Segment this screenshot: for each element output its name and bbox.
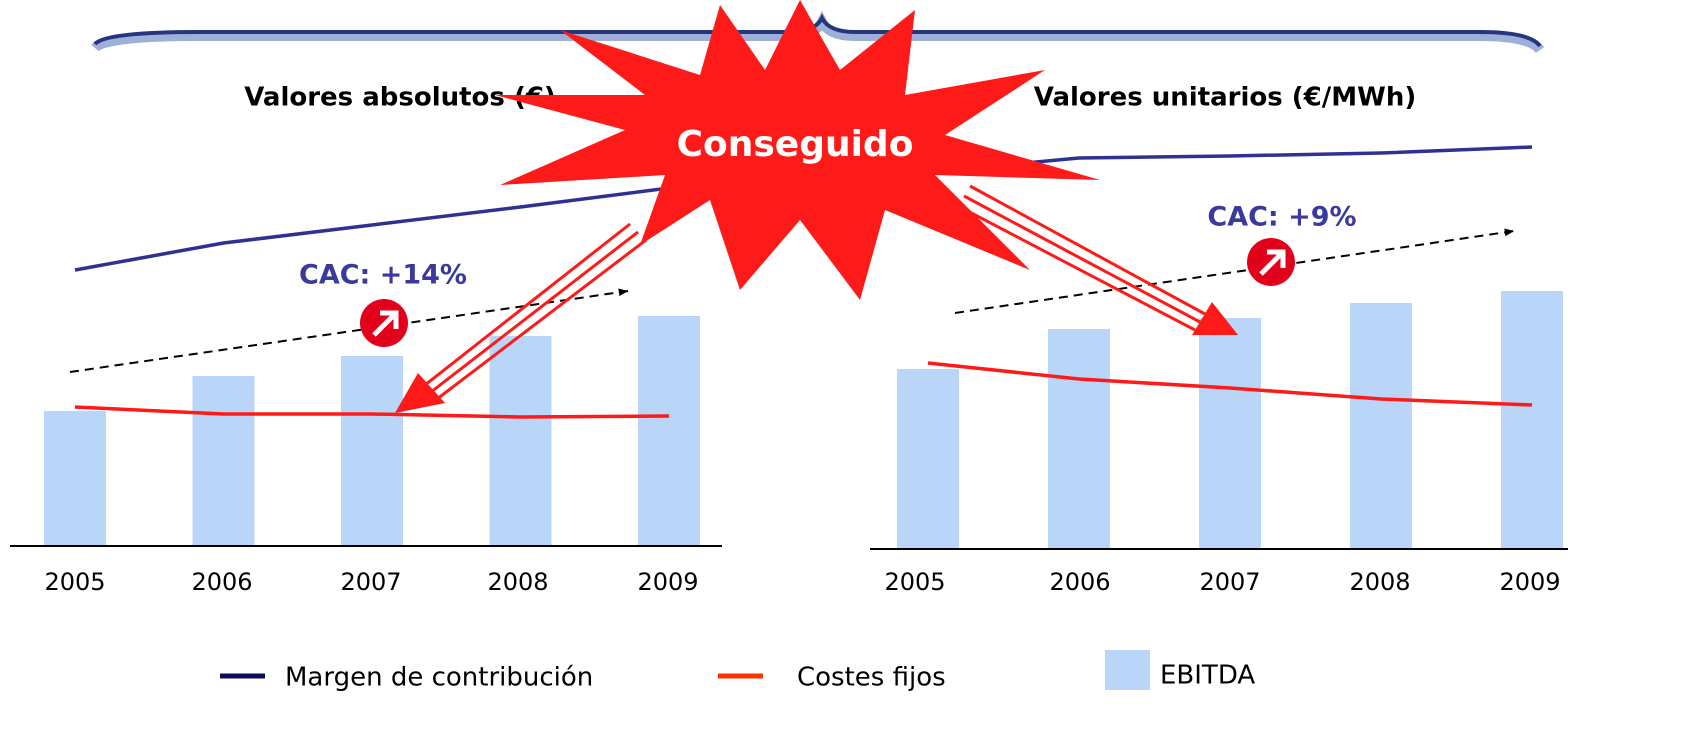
chart-subtitle: Valores absolutos (€) — [244, 83, 556, 113]
line — [927, 361, 1533, 407]
x-tick-label: 2007 — [340, 568, 401, 596]
starburst — [495, 0, 1100, 300]
bar — [1048, 329, 1110, 549]
chart-subtitle: Valores unitarios (€/MWh) — [1034, 83, 1416, 113]
stamp-text: Conseguido — [677, 124, 914, 165]
legend-label: Costes fijos — [797, 663, 946, 693]
bar — [44, 411, 106, 546]
x-tick-label: 2008 — [487, 568, 548, 596]
x-tick-label: 2006 — [191, 568, 252, 596]
bar — [192, 376, 255, 546]
cac-label: CAC: +9% — [1207, 202, 1356, 233]
arrow-head — [395, 373, 445, 413]
x-tick-label: 2005 — [44, 568, 105, 596]
x-tick-label: 2008 — [1349, 568, 1410, 596]
header-brace — [93, 13, 1542, 48]
bar — [638, 316, 700, 546]
x-tick-label: 2006 — [1049, 568, 1110, 596]
bar — [897, 369, 959, 549]
header-band — [91, 10, 1545, 54]
line — [74, 186, 670, 272]
arrow-right — [957, 184, 1206, 332]
bar — [1350, 303, 1412, 549]
arrow-left — [424, 222, 647, 401]
trend-arrow — [954, 230, 1515, 314]
stamp-layer: Conseguido — [395, 0, 1238, 413]
x-tick-label: 2009 — [637, 568, 698, 596]
arrow-head — [1192, 302, 1238, 335]
x-tick-label: 2009 — [1499, 568, 1560, 596]
x-tick-label: 2007 — [1199, 568, 1260, 596]
cac-label: CAC: +14% — [299, 260, 467, 291]
bar — [1199, 318, 1261, 549]
trend-arrow-head — [618, 288, 628, 297]
legend-label: EBITDA — [1160, 661, 1255, 691]
trend-arrow — [69, 290, 629, 373]
x-tick-label: 2005 — [884, 568, 945, 596]
growth-icon-arrow — [1259, 249, 1286, 276]
bar — [489, 336, 552, 546]
bar — [1501, 291, 1563, 549]
legend-swatch — [1105, 650, 1150, 690]
charts: Valores absolutos (€) 2005 2006 2007 2008 200… — [10, 83, 1568, 693]
bar — [341, 356, 403, 546]
line — [74, 405, 670, 419]
legend-label: Margen de contribución — [285, 663, 593, 693]
growth-icon-arrow — [372, 310, 399, 337]
trend-arrow-head — [1504, 228, 1514, 237]
